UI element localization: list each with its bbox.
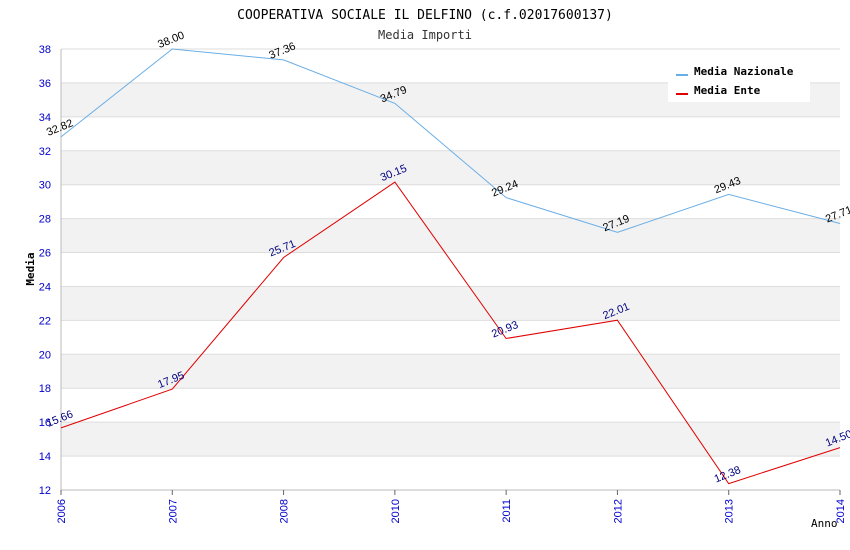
y-axis-label: Media xyxy=(24,252,37,285)
chart-title: COOPERATIVA SOCIALE IL DELFINO (c.f.0201… xyxy=(237,8,613,23)
grid-band xyxy=(61,218,840,253)
axes xyxy=(60,49,841,495)
legend-label: Media Nazionale xyxy=(694,65,794,78)
y-tick-label: 38 xyxy=(39,44,51,56)
grid-band xyxy=(61,422,840,457)
x-tick-label: 2014 xyxy=(835,499,847,523)
grid-bands xyxy=(61,82,840,457)
grid-band xyxy=(61,286,840,321)
y-tick-label: 34 xyxy=(39,112,51,124)
x-axis-label: Anno xyxy=(811,517,838,530)
series-line-nazionale xyxy=(60,48,841,233)
series-line-ente xyxy=(60,181,841,485)
legend-box xyxy=(668,60,810,102)
y-tick-label: 18 xyxy=(39,383,51,395)
y-tick-label: 12 xyxy=(39,485,51,497)
legend-label: Media Ente xyxy=(694,84,761,97)
series-lines xyxy=(60,48,841,485)
grid-band xyxy=(61,150,840,185)
y-tick-label: 32 xyxy=(39,146,51,158)
chart-subtitle: Media Importi xyxy=(378,28,472,42)
y-tick-label: 36 xyxy=(39,78,51,90)
x-tick-label: 2007 xyxy=(167,499,179,523)
y-tick-labels: 12 14 16 18 20 22 24 26 28 30 32 34 36 38 xyxy=(39,44,51,497)
x-tick-label: 2013 xyxy=(724,499,736,523)
x-tick-labels: 2006 2007 2008 2010 2011 2012 2013 2014 xyxy=(56,499,847,523)
x-tick-label: 2008 xyxy=(279,499,291,523)
x-tick-label: 2012 xyxy=(612,499,624,523)
data-label: 37.36 xyxy=(267,40,297,61)
data-label: 38.00 xyxy=(156,29,186,50)
y-tick-label: 26 xyxy=(39,248,51,260)
y-tick-label: 24 xyxy=(39,281,51,293)
y-tick-label: 28 xyxy=(39,214,51,226)
y-tick-label: 14 xyxy=(39,451,51,463)
grid-band xyxy=(61,354,840,389)
x-tick-label: 2006 xyxy=(56,499,68,523)
legend: Media Nazionale Media Ente xyxy=(668,60,810,102)
y-tick-label: 22 xyxy=(39,315,51,327)
y-tick-label: 16 xyxy=(39,417,51,429)
y-tick-label: 20 xyxy=(39,349,51,361)
y-tick-label: 30 xyxy=(39,180,51,192)
x-tick-label: 2011 xyxy=(501,499,513,523)
x-tick-label: 2010 xyxy=(390,499,402,523)
